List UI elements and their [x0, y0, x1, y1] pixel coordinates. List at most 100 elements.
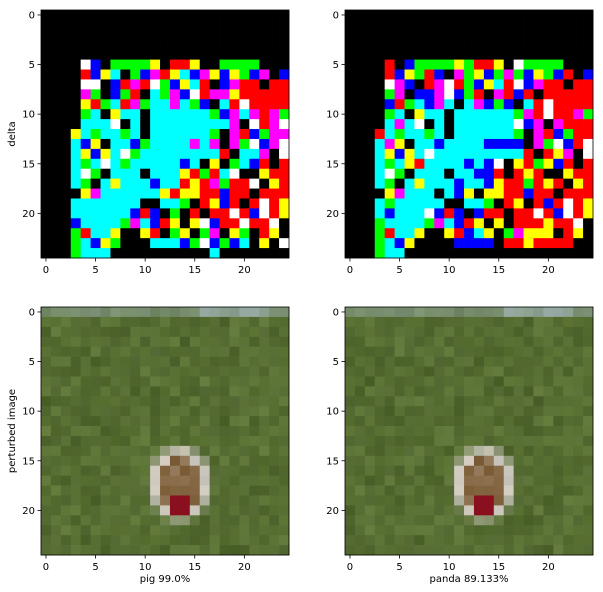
heatmap-cell	[384, 326, 395, 338]
heatmap-cell	[209, 138, 220, 150]
heatmap-cell	[41, 545, 52, 556]
heatmap-cell	[70, 119, 82, 130]
heatmap-cell	[493, 525, 505, 536]
heatmap-cell	[90, 316, 101, 328]
heatmap-cell	[120, 346, 131, 357]
heatmap-cell	[199, 59, 210, 70]
heatmap-cell	[219, 416, 230, 427]
heatmap-cell	[259, 356, 270, 367]
heatmap-cell	[50, 138, 62, 150]
heatmap-cell	[110, 316, 121, 328]
heatmap-cell	[513, 49, 524, 60]
heatmap-cell	[374, 505, 386, 516]
heatmap-cell	[454, 336, 465, 348]
heatmap-cell	[384, 416, 395, 427]
heatmap-cell	[573, 525, 584, 536]
heatmap-cell	[523, 426, 534, 437]
heatmap-cell	[414, 148, 425, 160]
heatmap-cell	[414, 49, 425, 60]
heatmap-cell	[239, 228, 250, 239]
heatmap-cell	[364, 208, 376, 219]
heatmap-cell	[404, 416, 415, 427]
heatmap-cell	[384, 307, 395, 318]
heatmap-cell	[70, 129, 82, 140]
heatmap-cell	[384, 535, 395, 546]
heatmap-cell	[160, 386, 171, 397]
heatmap-cell	[553, 10, 564, 21]
heatmap-cell	[563, 89, 574, 100]
heatmap-cell	[394, 336, 405, 348]
heatmap-cell	[404, 248, 415, 259]
heatmap-cell	[543, 79, 554, 90]
heatmap-cell	[354, 49, 366, 60]
heatmap-cell	[473, 346, 485, 357]
heatmap-cell	[454, 59, 465, 70]
heatmap-cell	[424, 465, 435, 476]
heatmap-cell	[444, 148, 455, 160]
heatmap-cell	[269, 455, 280, 467]
heatmap-cell	[483, 109, 495, 120]
heatmap-cell	[239, 455, 250, 467]
heatmap-cell	[533, 416, 544, 427]
heatmap-cell	[424, 346, 435, 357]
heatmap-cell	[209, 79, 220, 90]
heatmap-cell	[279, 505, 290, 516]
heatmap-cell	[533, 515, 544, 526]
heatmap-cell	[160, 455, 171, 467]
heatmap-cell	[345, 238, 356, 249]
heatmap-cell	[199, 465, 210, 476]
heatmap-cell	[374, 455, 386, 467]
heatmap-cell	[269, 356, 280, 367]
heatmap-cell	[533, 356, 544, 367]
ylabel-perturbed-image: perturbed image	[7, 389, 18, 473]
heatmap-cell	[110, 10, 121, 21]
heatmap-cell	[464, 129, 475, 140]
heatmap-cell	[454, 465, 465, 476]
heatmap-cell	[563, 208, 574, 219]
heatmap-cell	[493, 69, 505, 80]
heatmap-cell	[150, 346, 161, 357]
heatmap-cell	[345, 435, 356, 447]
heatmap-cell	[41, 376, 52, 387]
heatmap-cell	[553, 208, 564, 219]
heatmap-cell	[60, 168, 72, 179]
heatmap-cell	[179, 307, 191, 318]
heatmap-cell	[364, 326, 376, 338]
heatmap-cell	[523, 505, 534, 516]
heatmap-cell	[493, 158, 505, 170]
heatmap-cell	[414, 376, 425, 387]
heatmap-cell	[229, 69, 240, 80]
heatmap-cell	[345, 109, 356, 120]
heatmap-cell	[130, 79, 141, 90]
heatmap-cell	[269, 29, 280, 41]
heatmap-cell	[553, 386, 564, 397]
heatmap-cell	[374, 178, 386, 189]
heatmap-cell	[169, 465, 181, 476]
heatmap-cell	[374, 10, 386, 21]
heatmap-cell	[444, 307, 455, 318]
heatmap-cell	[444, 356, 455, 367]
heatmap-cell	[493, 445, 505, 457]
heatmap-cell	[199, 99, 210, 110]
heatmap-cell	[100, 178, 111, 189]
heatmap-cell	[345, 545, 356, 556]
heatmap-cell	[219, 535, 230, 546]
heatmap-cell	[269, 435, 280, 447]
heatmap-cell	[209, 376, 220, 387]
heatmap-cell	[444, 445, 455, 457]
heatmap-cell	[563, 59, 574, 70]
heatmap-cell	[229, 356, 240, 367]
heatmap-cell	[513, 316, 524, 328]
heatmap-cell	[41, 178, 52, 189]
heatmap-cell	[414, 525, 425, 536]
heatmap-cell	[209, 89, 220, 100]
heatmap-cell	[563, 515, 574, 526]
heatmap-cell	[199, 188, 210, 199]
heatmap-cell	[179, 198, 191, 209]
heatmap-cell	[239, 336, 250, 348]
heatmap-cell	[523, 39, 534, 51]
heatmap-cell	[209, 386, 220, 397]
heatmap-cell	[394, 69, 405, 80]
heatmap-cell	[209, 406, 220, 417]
heatmap-cell	[249, 148, 260, 160]
